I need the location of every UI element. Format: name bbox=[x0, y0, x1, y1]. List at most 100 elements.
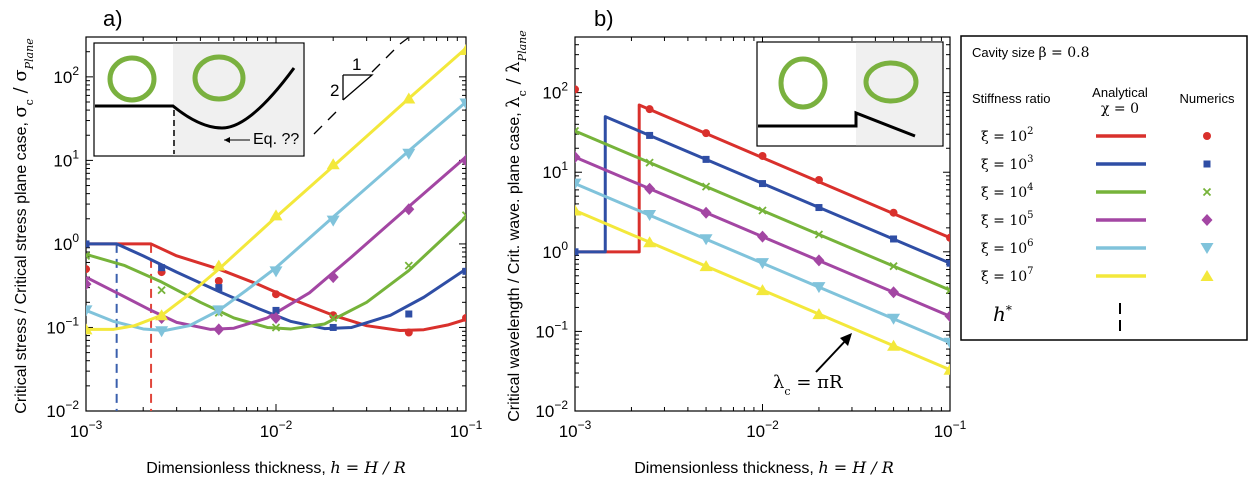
y-tick-label: 102 bbox=[53, 64, 79, 87]
legend-xi-label: ξ = 104 bbox=[981, 182, 1034, 201]
data-point-b-5 bbox=[756, 284, 769, 296]
data-point-b-5 bbox=[943, 363, 950, 375]
data-point-a-3 bbox=[270, 311, 282, 324]
legend-xi-label: ξ = 103 bbox=[981, 154, 1034, 173]
data-point-b-2 bbox=[814, 230, 824, 239]
data-point-b-3 bbox=[644, 182, 656, 195]
legend-hstar-label: h* bbox=[993, 302, 1012, 326]
slope-dash-2 bbox=[385, 49, 395, 59]
y-tick-label: 101 bbox=[542, 159, 568, 182]
data-point-b-3 bbox=[813, 254, 825, 267]
data-point-a-1 bbox=[462, 267, 466, 275]
data-point-a-3 bbox=[213, 323, 225, 336]
y-tick-label: 10−1 bbox=[46, 314, 79, 337]
data-point-b-4 bbox=[812, 282, 826, 294]
annotation-arrowhead-b bbox=[840, 333, 852, 346]
data-point-a-1 bbox=[215, 284, 223, 292]
panel-label-b: b) bbox=[594, 6, 614, 31]
legend-xi-label: ξ = 107 bbox=[981, 266, 1034, 285]
slope-run-label: 1 bbox=[352, 55, 361, 74]
slope-rise-label: 2 bbox=[330, 81, 339, 100]
data-point-a-0 bbox=[214, 276, 223, 285]
legend-rows: ξ = 102 ξ = 103 ξ = 104 ξ = 105 ξ = 106 ξ = 1… bbox=[981, 126, 1214, 285]
data-point-b-1 bbox=[575, 248, 579, 256]
data-point-a-1 bbox=[329, 323, 337, 331]
data-point-b-4 bbox=[575, 178, 582, 190]
inset-a: Eq. ?? bbox=[93, 42, 305, 157]
data-point-a-2 bbox=[404, 261, 413, 270]
inset-a-arrowhead bbox=[224, 137, 230, 143]
data-point-b-2 bbox=[645, 158, 654, 167]
data-point-b-4 bbox=[643, 210, 657, 222]
data-point-b-4 bbox=[699, 234, 713, 246]
data-point-a-2 bbox=[271, 323, 281, 332]
legend-marker bbox=[1200, 243, 1214, 254]
slope-triangle: 1 2 bbox=[313, 37, 409, 135]
series-line-b-0 bbox=[575, 103, 950, 254]
data-point-a-1 bbox=[158, 264, 166, 272]
legend-marker bbox=[1201, 214, 1213, 226]
legend-frame bbox=[960, 35, 1248, 341]
series-line-a-5 bbox=[86, 47, 466, 331]
data-point-a-0 bbox=[272, 290, 280, 299]
data-point-b-0 bbox=[702, 129, 711, 138]
y-axis-label-a: Critical stress / Critical stress plane … bbox=[10, 38, 36, 414]
data-point-a-1 bbox=[86, 240, 90, 248]
data-point-a-4 bbox=[212, 305, 226, 317]
data-point-a-5 bbox=[155, 309, 169, 321]
legend-marker bbox=[1203, 132, 1211, 140]
data-point-b-3 bbox=[575, 151, 581, 164]
inset-a-annotation: Eq. ?? bbox=[253, 131, 299, 148]
legend-marker bbox=[1200, 270, 1214, 281]
x-tick-label: 10−3 bbox=[559, 418, 592, 441]
annotation-arrow-b bbox=[815, 337, 849, 373]
data-point-b-1 bbox=[946, 259, 950, 267]
data-point-a-4 bbox=[402, 148, 416, 160]
inset-a-cavity-right bbox=[192, 54, 246, 102]
data-point-a-1 bbox=[405, 310, 413, 318]
data-point-b-1 bbox=[702, 155, 710, 163]
data-point-b-2 bbox=[945, 286, 950, 295]
data-point-b-0 bbox=[758, 151, 767, 160]
panel-label-a: a) bbox=[103, 6, 123, 31]
x-tick-label: 10−3 bbox=[70, 418, 103, 441]
annotation-text-b: λc = πR bbox=[773, 372, 843, 398]
data-point-a-5 bbox=[212, 259, 226, 271]
data-point-a-5 bbox=[86, 323, 93, 335]
legend: Cavity size β = 0.8 Stiffness ratio Anal… bbox=[960, 35, 1248, 341]
inset-b-cavity-left bbox=[778, 56, 828, 110]
data-point-a-2 bbox=[461, 211, 466, 220]
legend-xi-label: ξ = 106 bbox=[981, 238, 1034, 257]
data-point-a-2 bbox=[86, 251, 91, 260]
data-point-b-5 bbox=[575, 204, 582, 216]
legend-analytical-header: Analytical bbox=[1092, 85, 1148, 100]
data-point-a-0 bbox=[404, 328, 413, 337]
x-axis-label-b: Dimensionless thickness, h = H / R bbox=[634, 458, 894, 477]
data-point-a-1 bbox=[272, 306, 280, 314]
data-point-a-0 bbox=[86, 265, 90, 274]
data-point-b-1 bbox=[890, 235, 898, 243]
x-tick-label: 10−2 bbox=[260, 418, 293, 441]
x-tick-label: 10−1 bbox=[450, 418, 483, 441]
legend-marker bbox=[1203, 160, 1211, 168]
data-point-b-5 bbox=[887, 339, 901, 351]
data-point-b-3 bbox=[888, 286, 900, 299]
data-point-a-5 bbox=[326, 158, 340, 170]
data-point-b-0 bbox=[889, 208, 898, 217]
legend-analytical-sub: χ = 0 bbox=[1101, 101, 1139, 117]
data-point-b-5 bbox=[699, 260, 713, 272]
data-point-b-2 bbox=[575, 126, 580, 136]
y-tick-label: 100 bbox=[53, 231, 79, 254]
inset-b-curve bbox=[758, 110, 916, 138]
x-tick-label: 10−1 bbox=[934, 418, 967, 441]
legend-xi-label: ξ = 102 bbox=[981, 126, 1034, 145]
data-point-b-0 bbox=[645, 105, 654, 114]
data-point-a-3 bbox=[403, 203, 415, 216]
data-point-b-3 bbox=[757, 230, 768, 243]
data-point-a-5 bbox=[269, 209, 283, 221]
series-points-a bbox=[86, 43, 466, 338]
